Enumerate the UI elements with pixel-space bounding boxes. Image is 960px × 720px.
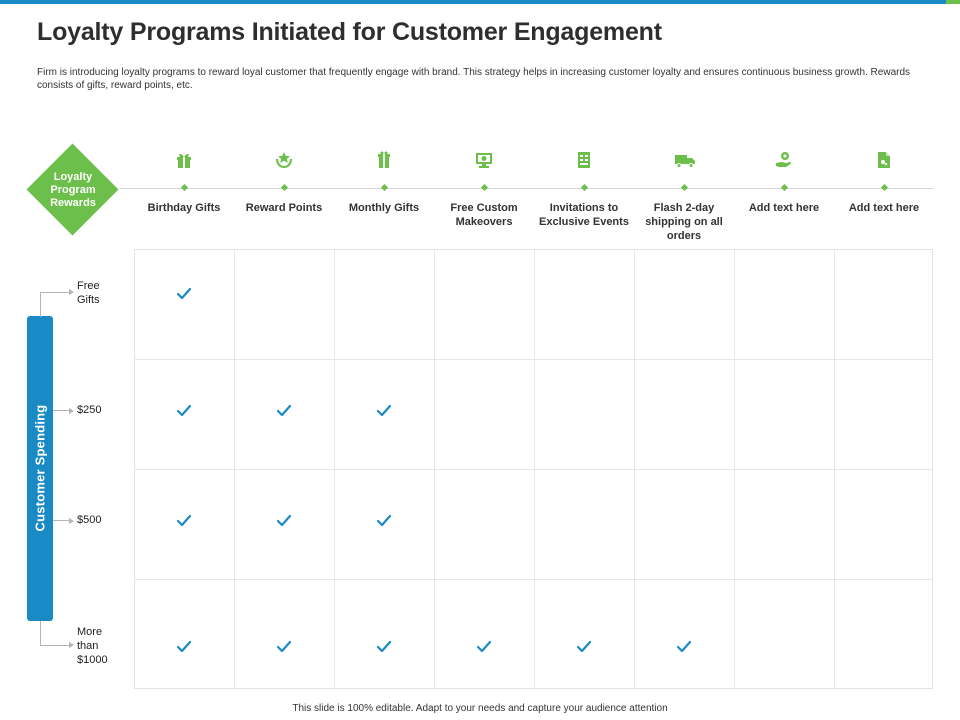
- star-hands-icon: [274, 150, 294, 170]
- arrow-head-bottom: [69, 642, 74, 648]
- grid-row-line: [134, 469, 933, 470]
- column-label: Reward Points: [245, 202, 323, 214]
- page-title: Loyalty Programs Initiated for Customer …: [37, 18, 662, 46]
- gift-icon: [174, 150, 194, 170]
- customer-spending-label: Customer Spending: [32, 404, 48, 532]
- connector-bottom: [40, 621, 71, 646]
- column-dot: [380, 183, 388, 192]
- check-icon: [276, 640, 292, 653]
- arrow-head-250: [69, 408, 74, 414]
- column-dot: [780, 183, 788, 192]
- top-accent-green: [946, 0, 960, 4]
- connector-250: [53, 410, 70, 411]
- column-dot: [280, 183, 288, 192]
- footer-note: This slide is 100% editable. Adapt to yo…: [292, 703, 668, 714]
- check-icon: [176, 640, 192, 653]
- connector-top: [40, 292, 71, 317]
- column-dot: [180, 183, 188, 192]
- check-icon: [676, 640, 692, 653]
- column-dot: [680, 183, 688, 192]
- column-dot: [480, 183, 488, 192]
- check-icon: [476, 640, 492, 653]
- check-icon: [376, 640, 392, 653]
- column-label: Add text here: [848, 202, 920, 214]
- diamond-label: Loyalty Program Rewards: [50, 170, 96, 209]
- check-icon: [276, 404, 292, 417]
- arrow-head-top: [69, 289, 74, 295]
- row-label-1000: More than $1000: [77, 626, 108, 666]
- check-icon: [176, 404, 192, 417]
- column-label: Add text here: [748, 202, 820, 214]
- row-label-free-gifts: Free Gifts: [77, 280, 100, 306]
- loyalty-diamond: Loyalty Program Rewards: [26, 143, 119, 236]
- customer-spending-bar: [27, 316, 53, 621]
- arrow-head-500: [69, 518, 74, 524]
- column-label: Free Custom Makeovers: [450, 202, 518, 228]
- column-label: Invitations to Exclusive Events: [539, 202, 629, 228]
- column-dot: [580, 183, 588, 192]
- top-accent-bar: [0, 0, 960, 4]
- check-icon: [376, 514, 392, 527]
- top-accent-blue: [0, 0, 946, 4]
- connector-500: [53, 520, 70, 521]
- check-icon: [276, 514, 292, 527]
- check-icon: [176, 514, 192, 527]
- document-icon: [874, 150, 894, 170]
- header-divider: [119, 188, 934, 189]
- hand-gear-icon: [774, 150, 794, 170]
- check-icon: [376, 404, 392, 417]
- grid-row-line: [134, 579, 933, 580]
- invitation-icon: [574, 150, 594, 170]
- column-label: Flash 2-day shipping on all orders: [645, 202, 723, 242]
- monitor-icon: [474, 150, 494, 170]
- truck-icon: [674, 150, 695, 170]
- check-icon: [576, 640, 592, 653]
- grid-row-line: [134, 359, 933, 360]
- column-dot: [880, 183, 888, 192]
- column-label: Birthday Gifts: [147, 202, 221, 214]
- gift-box-icon: [374, 150, 394, 170]
- column-label: Monthly Gifts: [348, 202, 420, 214]
- check-icon: [176, 287, 192, 300]
- row-label-500: $500: [77, 514, 102, 526]
- row-label-250: $250: [77, 404, 102, 416]
- page-subtitle: Firm is introducing loyalty programs to …: [37, 67, 911, 91]
